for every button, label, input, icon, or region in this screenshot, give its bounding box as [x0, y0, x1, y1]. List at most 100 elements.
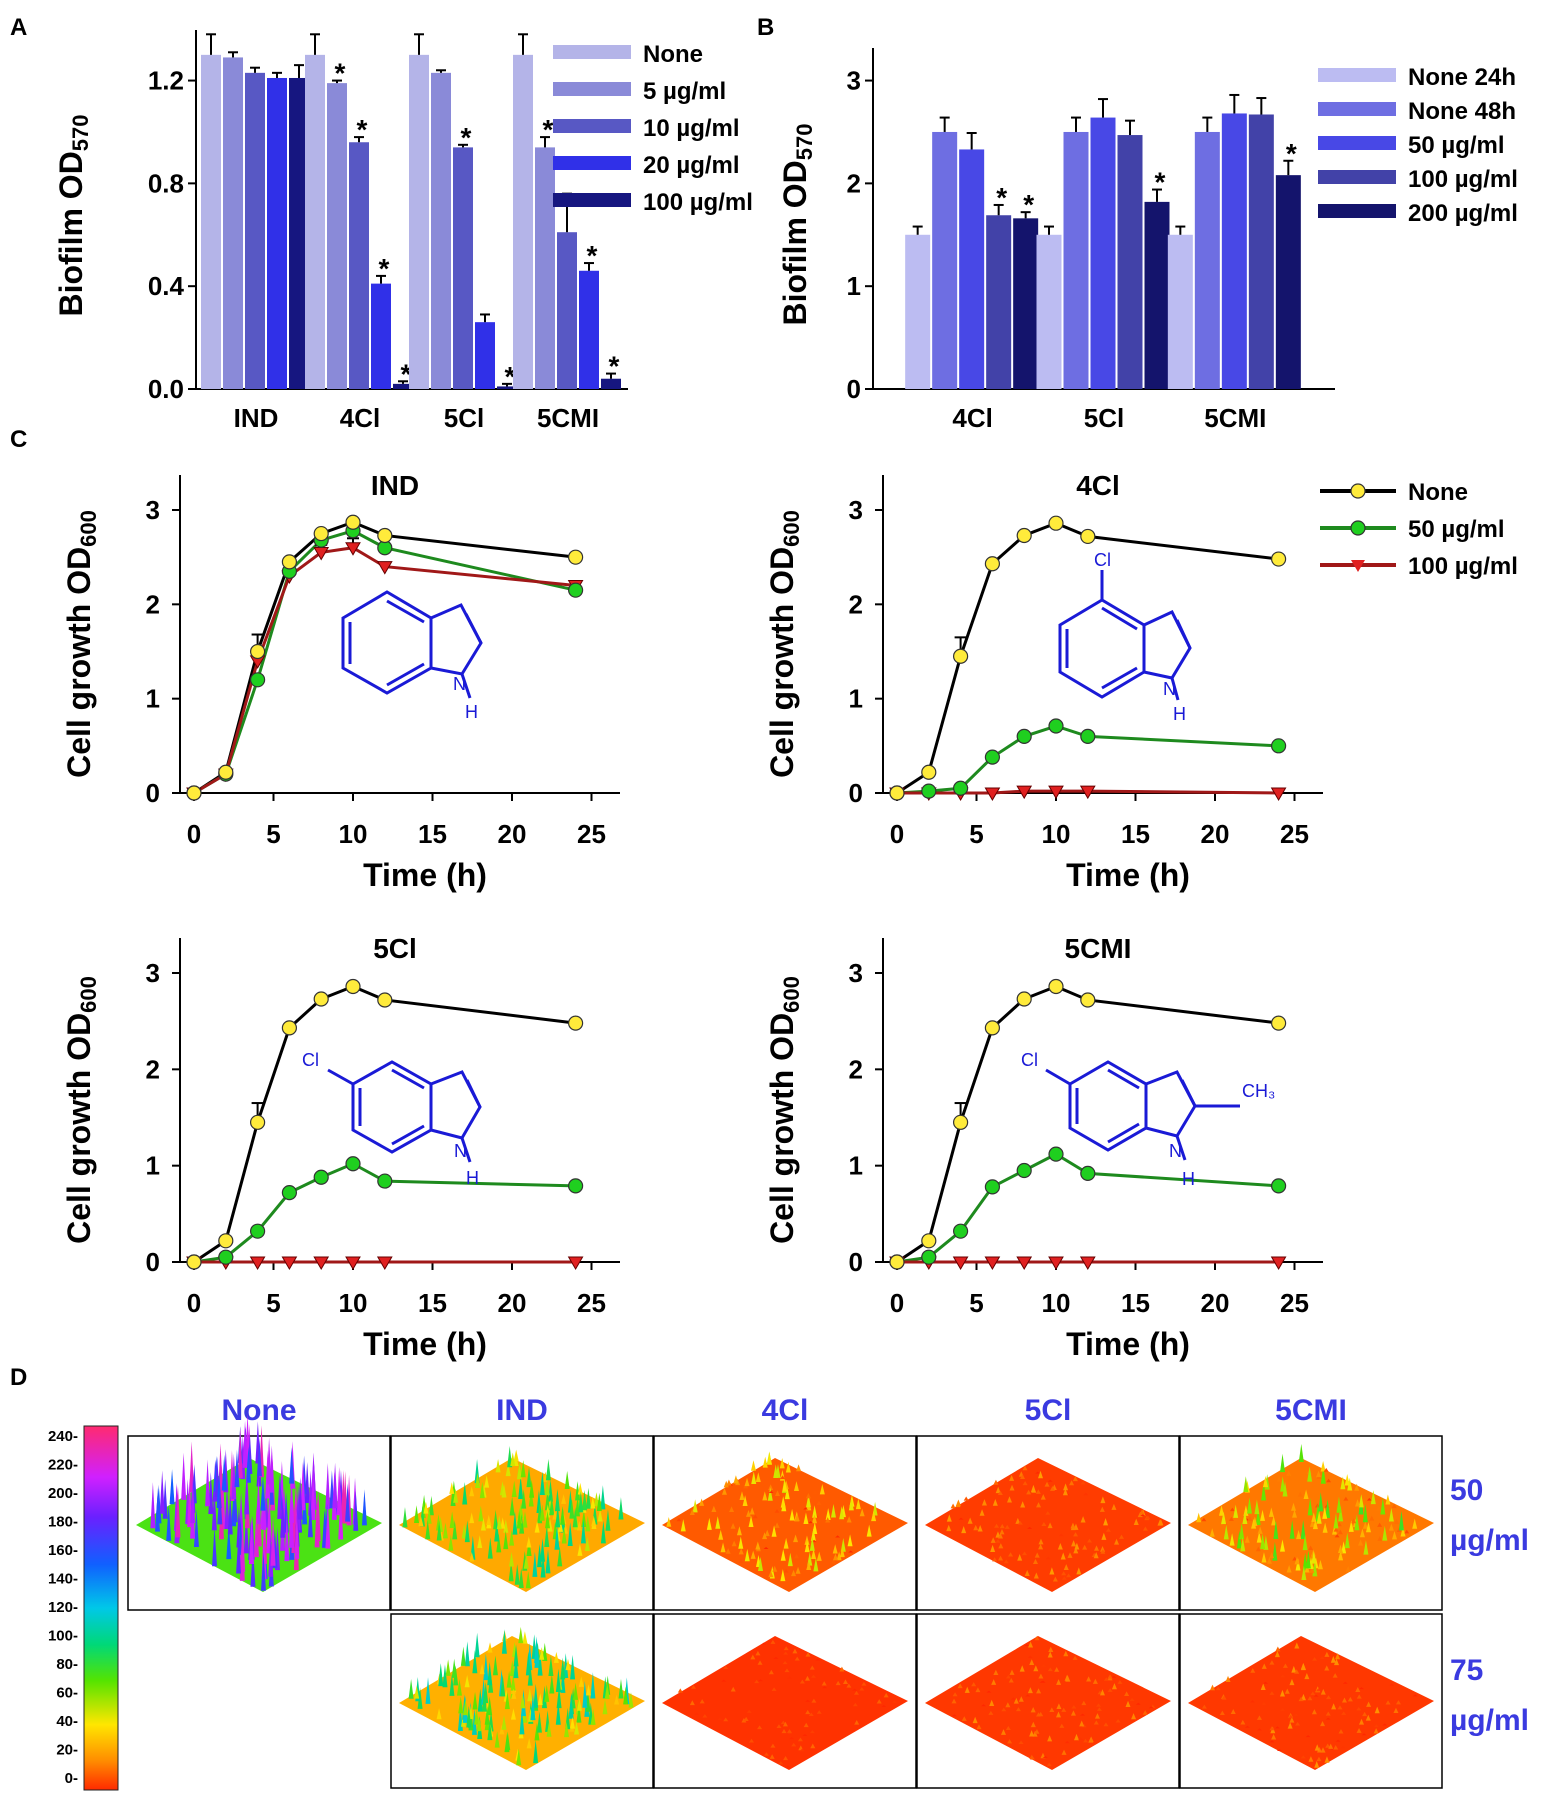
surface-spike: [1305, 1550, 1311, 1569]
surface-spike: [1133, 1518, 1139, 1525]
surface-spike: [525, 1571, 531, 1589]
surface-spike: [340, 1469, 346, 1523]
x-tick-label: 15: [1121, 1288, 1150, 1318]
surface-spike: [748, 1515, 754, 1528]
surface-spike: [1310, 1691, 1316, 1696]
bar: [267, 77, 287, 390]
surface-spike: [746, 1709, 752, 1713]
surface-spike: [692, 1499, 698, 1513]
surface-spike: [1059, 1723, 1065, 1728]
surface-spike: [269, 1445, 275, 1493]
surface-tile-4cl-50: [653, 1435, 917, 1611]
surface-spike: [548, 1655, 554, 1676]
surface-spike: [1271, 1515, 1277, 1526]
bar: [1144, 201, 1170, 389]
data-point: [345, 1256, 361, 1270]
surface-spike: [1119, 1534, 1125, 1539]
surface-spike: [1298, 1443, 1304, 1463]
surface-spike: [972, 1716, 978, 1724]
x-tick-label: 10: [339, 819, 368, 849]
surface-spike: [810, 1743, 816, 1749]
surface-spike: [1400, 1526, 1406, 1537]
legend-swatch: [1318, 170, 1396, 184]
surface-spike: [795, 1566, 801, 1574]
surface-spike: [1336, 1521, 1342, 1527]
surface-spike: [1223, 1525, 1229, 1540]
surface-spike: [527, 1663, 533, 1686]
surface-spike: [234, 1449, 240, 1488]
surface-spike: [1047, 1735, 1053, 1742]
surface-spike: [717, 1717, 723, 1720]
surface-spike: [1201, 1704, 1207, 1709]
surface-spike: [768, 1570, 774, 1578]
surface-spike: [478, 1505, 484, 1522]
legend-label: 200 µg/ml: [1408, 200, 1518, 227]
surface-spike: [1272, 1541, 1278, 1561]
surface-spike: [353, 1490, 359, 1531]
surface-spike: [1320, 1688, 1326, 1695]
x-axis-label: Time (h): [1066, 857, 1190, 893]
surface-spike: [1066, 1573, 1072, 1578]
surface-spike: [268, 1532, 274, 1577]
surface-spike: [1073, 1532, 1079, 1537]
surface-spike: [155, 1484, 161, 1522]
legend-label: 50 µg/ml: [1408, 132, 1505, 159]
surface-spike: [1393, 1707, 1399, 1714]
surface-spike: [519, 1514, 525, 1534]
data-point: [376, 561, 393, 575]
colorbar-tick-label: 140-: [48, 1571, 78, 1588]
surface-spike: [516, 1748, 522, 1766]
surface-spike: [289, 1475, 295, 1523]
data-point: [921, 1249, 937, 1265]
data-point: [1270, 738, 1287, 754]
surface-spike: [763, 1752, 769, 1756]
surface-spike: [1332, 1525, 1338, 1535]
surface-spike: [1334, 1533, 1340, 1538]
surface-spike: [1145, 1515, 1151, 1520]
surface-spike: [1005, 1726, 1011, 1730]
surface-spike: [486, 1514, 492, 1525]
surface-spike: [495, 1459, 501, 1473]
surface-spike: [1246, 1497, 1252, 1514]
surface-spike: [1036, 1502, 1042, 1508]
surface-spike: [181, 1452, 187, 1500]
surface-spike: [1344, 1532, 1350, 1549]
legend-label: None: [643, 41, 703, 68]
surface-spike: [402, 1507, 408, 1528]
data-point: [345, 978, 361, 995]
surface-spike: [804, 1675, 810, 1681]
y-tick-label: 3: [849, 958, 863, 988]
surface-spike: [715, 1516, 721, 1529]
surface-spike: [836, 1551, 842, 1561]
x-tick-label: 20: [1201, 819, 1230, 849]
surface-spike: [797, 1737, 803, 1742]
surface-spike: [280, 1495, 286, 1538]
surface-spike: [472, 1691, 478, 1710]
surface-spike: [1240, 1719, 1246, 1725]
5cmi-cl-label: Cl: [1021, 1050, 1038, 1070]
x-tick-label: 25: [577, 819, 606, 849]
surface-spike: [510, 1452, 516, 1466]
subplot-5cl: 0 1 2 3 0 5 10 15 20 25 Time (h) 5Cl Cell growth OD6…: [61, 933, 620, 1362]
data-point: [921, 783, 937, 799]
surface-spike: [1247, 1516, 1253, 1522]
surface-spike: [1322, 1522, 1328, 1533]
subplot-title: 5CMI: [1065, 933, 1132, 964]
surface-spike: [764, 1529, 770, 1537]
data-point: [984, 556, 1001, 572]
surface-spike: [1221, 1511, 1227, 1525]
significance-marker: *: [609, 351, 620, 382]
surface-spike: [1063, 1650, 1069, 1657]
surface-spike: [1044, 1481, 1050, 1487]
data-point: [984, 1179, 1001, 1195]
surface-spike: [1309, 1566, 1315, 1573]
data-point: [250, 1223, 266, 1239]
surface-spike: [1071, 1540, 1077, 1547]
y-tick-label: 2: [146, 1054, 160, 1084]
surface-spike: [1359, 1687, 1365, 1690]
surface-spike: [600, 1520, 606, 1544]
surface-spike: [1362, 1521, 1368, 1529]
surface-spike: [423, 1501, 429, 1514]
surface-spike: [574, 1721, 580, 1735]
data-point: [984, 787, 1001, 801]
